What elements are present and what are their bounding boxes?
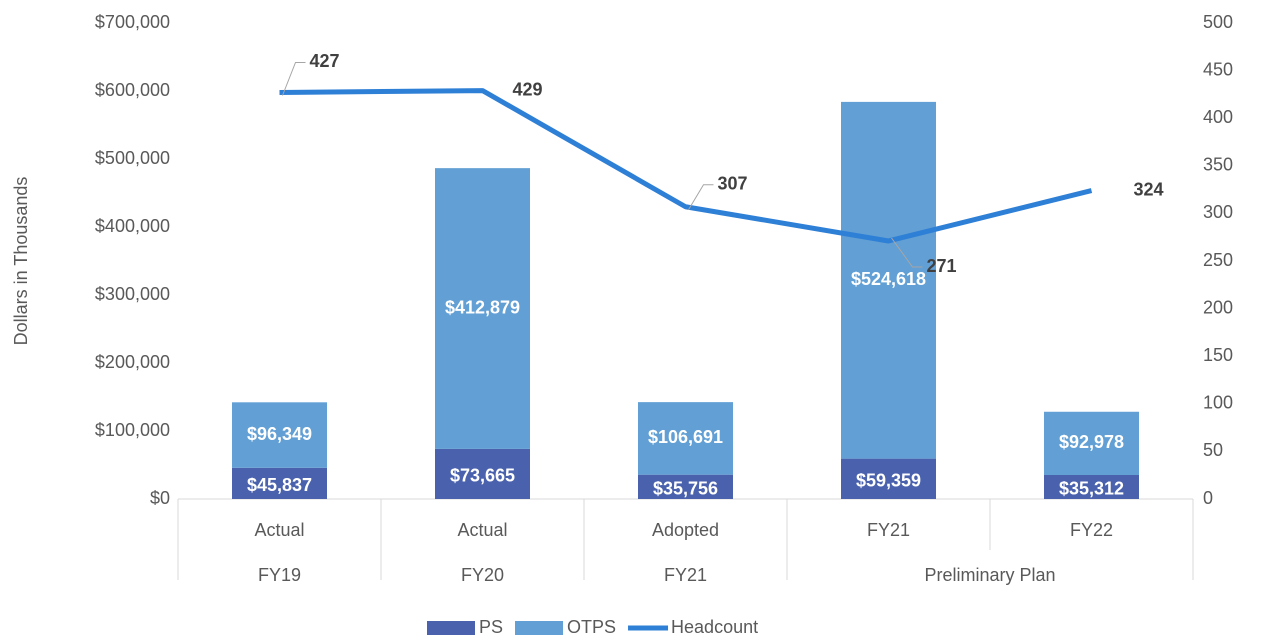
bar [232, 402, 327, 468]
y2-tick-label: 250 [1203, 250, 1233, 270]
bar [841, 458, 936, 499]
bar-value-label: $106,691 [648, 427, 723, 447]
category-group-label: FY19 [258, 565, 301, 585]
y-tick-label: $600,000 [95, 80, 170, 100]
bar [841, 101, 936, 459]
y-tick-label: $700,000 [95, 12, 170, 32]
y-axis-title: Dollars in Thousands [11, 177, 31, 346]
legend-label: Headcount [671, 617, 758, 637]
bar-value-label: $35,756 [653, 479, 718, 499]
y-tick-label: $100,000 [95, 420, 170, 440]
bar [638, 474, 733, 499]
y-tick-label: $500,000 [95, 148, 170, 168]
x-tick-label: FY22 [1070, 520, 1113, 540]
line-value-label: 429 [513, 79, 543, 99]
y2-tick-label: 100 [1203, 393, 1233, 413]
y2-tick-label: 50 [1203, 440, 1223, 460]
bar-value-label: $59,359 [856, 471, 921, 491]
bar-value-label: $73,665 [450, 466, 515, 486]
y-tick-label: $400,000 [95, 216, 170, 236]
line [279, 88, 1093, 244]
y2-tick-label: 350 [1203, 155, 1233, 175]
y2-tick-label: 400 [1203, 107, 1233, 127]
leader-line [891, 237, 923, 268]
bar [1044, 411, 1139, 475]
bar-value-label: $35,312 [1059, 479, 1124, 499]
bar [435, 448, 530, 499]
legend-label: OTPS [567, 617, 616, 637]
leader-line [688, 184, 714, 210]
y-tick-label: $0 [150, 488, 170, 508]
legend-swatch [515, 621, 564, 635]
line-value-label: 324 [1134, 179, 1164, 199]
legend-swatch [427, 621, 475, 635]
x-tick-label: Actual [457, 520, 507, 540]
line-value-label: 271 [927, 256, 957, 276]
bar [638, 402, 733, 475]
y2-tick-label: 300 [1203, 202, 1233, 222]
bar [1044, 474, 1139, 499]
y-tick-label: $300,000 [95, 284, 170, 304]
bar-value-label: $524,618 [851, 269, 926, 289]
y2-tick-label: 450 [1203, 59, 1233, 79]
line-value-label: 307 [718, 173, 748, 193]
category-group-label: Preliminary Plan [924, 565, 1055, 585]
line-value-label: 427 [310, 51, 340, 71]
category-group-label: FY20 [461, 565, 504, 585]
y-tick-label: $200,000 [95, 352, 170, 372]
x-tick-label: FY21 [867, 520, 910, 540]
bar [435, 168, 530, 449]
bar-value-label: $45,837 [247, 475, 312, 495]
bar [232, 467, 327, 499]
leader-line [282, 61, 306, 96]
x-tick-label: Adopted [652, 520, 719, 540]
y2-tick-label: 200 [1203, 297, 1233, 317]
y2-tick-label: 500 [1203, 12, 1233, 32]
bar-value-label: $412,879 [445, 297, 520, 317]
legend-label: PS [479, 617, 503, 637]
x-tick-label: Actual [254, 520, 304, 540]
y2-tick-label: 0 [1203, 488, 1213, 508]
bar-value-label: $96,349 [247, 424, 312, 444]
category-group-label: FY21 [664, 565, 707, 585]
bar-value-label: $92,978 [1059, 432, 1124, 452]
y2-tick-label: 150 [1203, 345, 1233, 365]
